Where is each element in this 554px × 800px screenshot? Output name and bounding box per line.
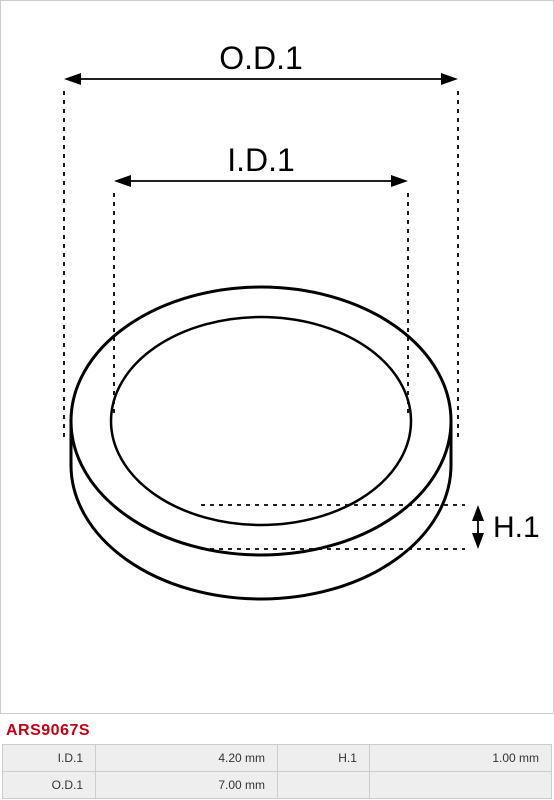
spec-label-od1: O.D.1 bbox=[3, 772, 96, 799]
spec-value-empty bbox=[369, 772, 551, 799]
spec-value-id1: 4.20 mm bbox=[96, 745, 278, 772]
table-row: O.D.1 7.00 mm bbox=[3, 772, 552, 799]
tech-drawing-svg: .lbl { font-family: Arial, sans-serif; f… bbox=[1, 1, 553, 713]
od1-arrow-left bbox=[64, 73, 81, 85]
spec-label-h1: H.1 bbox=[278, 745, 370, 772]
id1-label: I.D.1 bbox=[227, 142, 295, 178]
ring-outer-side bbox=[71, 421, 451, 599]
od1-arrow-right bbox=[441, 73, 458, 85]
id1-arrow-right bbox=[391, 175, 408, 187]
part-number: ARS9067S bbox=[6, 722, 90, 740]
spec-table: I.D.1 4.20 mm H.1 1.00 mm O.D.1 7.00 mm bbox=[2, 744, 552, 799]
id1-arrow-left bbox=[114, 175, 131, 187]
spec-value-h1: 1.00 mm bbox=[369, 745, 551, 772]
h1-arrow-top bbox=[472, 505, 484, 521]
spec-label-id1: I.D.1 bbox=[3, 745, 96, 772]
h1-label: H.1 bbox=[493, 511, 540, 544]
od1-label: O.D.1 bbox=[219, 40, 303, 76]
table-row: I.D.1 4.20 mm H.1 1.00 mm bbox=[3, 745, 552, 772]
spec-value-od1: 7.00 mm bbox=[96, 772, 278, 799]
spec-label-empty bbox=[278, 772, 370, 799]
diagram-area: .lbl { font-family: Arial, sans-serif; f… bbox=[0, 0, 554, 714]
h1-arrow-bot bbox=[472, 533, 484, 549]
